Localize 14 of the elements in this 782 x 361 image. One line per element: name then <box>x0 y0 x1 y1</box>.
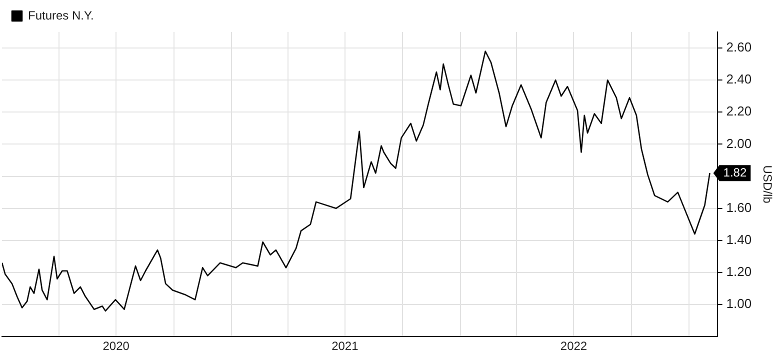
y-tick-label: 1.60 <box>726 200 752 215</box>
y-tick-label: 2.60 <box>726 40 752 55</box>
y-axis-title: USD/lb <box>760 165 774 204</box>
y-tick-label: 2.20 <box>726 104 752 119</box>
y-tick-label: 2.00 <box>726 136 752 151</box>
legend-label: Futures N.Y. <box>28 8 94 22</box>
y-tick-label: 1.20 <box>726 264 752 280</box>
x-tick-label: 2021 <box>332 339 359 354</box>
x-tick-label: 2020 <box>102 339 130 354</box>
text: 1.82 <box>723 165 747 180</box>
y-tick-label: 2.40 <box>726 72 752 87</box>
x-tick-label: 2022 <box>560 339 588 354</box>
y-tick-label: 1.00 <box>726 296 752 312</box>
y-tick-label: 1.40 <box>726 232 752 247</box>
